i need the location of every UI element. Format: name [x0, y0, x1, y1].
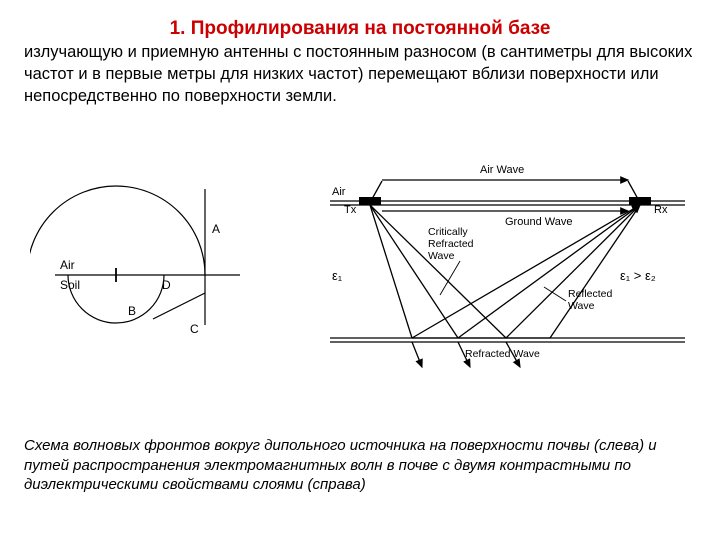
r-label-air: Air [332, 186, 346, 198]
rx-antenna-icon [629, 197, 651, 205]
r-label-refl1: Reflected [568, 288, 613, 300]
page-title: 1. Профилирования на постоянной базе [24, 18, 696, 40]
tx-antenna-icon [359, 197, 381, 205]
left-diagram: Air Soil A B C D [30, 175, 250, 375]
r-label-refr: Refracted Wave [465, 348, 540, 360]
left-label-C: C [190, 322, 199, 336]
r-label-crit3: Wave [428, 250, 455, 262]
diagram-area: Air Soil A B C D [0, 155, 720, 395]
r-label-crit1: Critically [428, 226, 468, 238]
r-label-eps1: ε₁ [332, 268, 343, 283]
r-label-crit2: Refracted [428, 238, 474, 250]
r-label-airwave: Air Wave [480, 164, 524, 176]
left-label-soil: Soil [60, 278, 80, 292]
r-label-groundwave: Ground Wave [505, 216, 572, 228]
left-label-A: A [212, 222, 220, 236]
right-diagram: Air Tx Rx Air Wave Ground Wave Criticall… [310, 155, 700, 385]
r-label-tx: Tx [344, 204, 357, 216]
r-label-refl2: Wave [568, 300, 595, 312]
body-text: излучающую и приемную антенны с постоянн… [24, 42, 696, 107]
left-label-B: B [128, 304, 136, 318]
r-label-rx: Rx [654, 204, 668, 216]
caption-text: Схема волновых фронтов вокруг дипольного… [24, 436, 696, 494]
r-label-epsrel: ε₁ > ε₂ [620, 268, 656, 283]
left-label-air: Air [60, 258, 75, 272]
left-label-D: D [162, 278, 171, 292]
